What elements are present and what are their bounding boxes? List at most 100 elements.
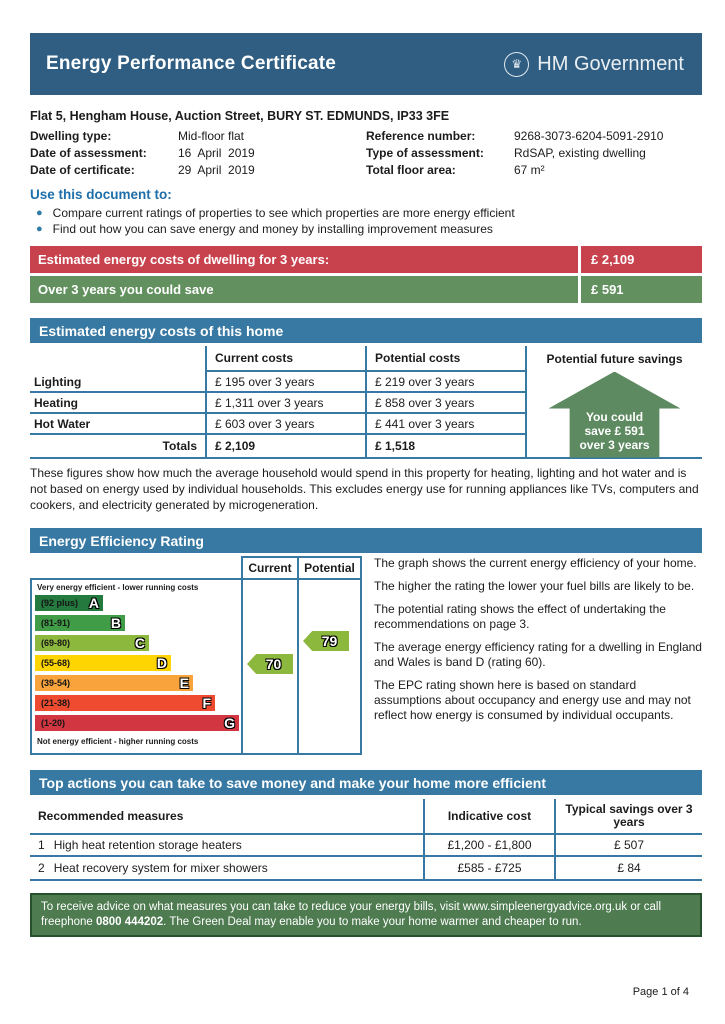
detail-value: 29 April 2019 (178, 163, 255, 177)
epc-band-row: (69-80) C (35, 635, 241, 655)
epc-band-c: (69-80) C (35, 635, 149, 651)
epc-band-range: (21-38) (41, 698, 71, 708)
actions-section-header: Top actions you can take to save money a… (30, 770, 702, 795)
savings-house-arrow-icon: You could save £ 591 over 3 years (548, 371, 681, 458)
epc-band-g: (1-20) G (35, 715, 239, 731)
detail-dwelling-type: Dwelling type: Mid-floor flat (30, 128, 366, 145)
detail-value: 16 April 2019 (178, 146, 255, 160)
bullet-item: ● Find out how you can save energy and mo… (30, 221, 702, 237)
epc-band-row: (81-91) B (35, 615, 241, 635)
detail-label: Reference number: (366, 129, 476, 143)
costs-section-header: Estimated energy costs of this home (30, 318, 702, 343)
action-row-number: 2 (38, 861, 45, 875)
epc-band-row: (55-68) D (35, 655, 241, 675)
epc-current-column: 70 (241, 580, 297, 753)
epc-band-e: (39-54) E (35, 675, 193, 691)
costs-col-potential: Potential costs (365, 346, 525, 372)
epc-paragraph: The average energy efficiency rating for… (374, 640, 702, 669)
costs-totals-label: Totals (162, 439, 197, 453)
action-row-measure-text: Heat recovery system for mixer showers (53, 861, 268, 875)
detail-date-certificate: Date of certificate: 29 April 2019 (30, 162, 366, 179)
action-row-cost: £585 - £725 (423, 857, 554, 879)
advice-text: . The Green Deal may enable you to make … (163, 916, 582, 928)
epc-col-current-header: Current (241, 556, 299, 578)
epc-band-graph: Very energy efficient - lower running co… (32, 580, 241, 753)
cost-banner: Estimated energy costs of dwelling for 3… (30, 246, 702, 273)
epc-band-a: (92 plus) A (35, 595, 103, 611)
actions-col-measures: Recommended measures (30, 799, 423, 835)
epc-chart-body: Very energy efficient - lower running co… (30, 578, 362, 755)
bullet-icon: ● (36, 223, 43, 235)
epc-band-d: (55-68) D (35, 655, 171, 671)
detail-value: 67 m² (514, 163, 545, 177)
page-number: Page 1 of 4 (632, 986, 689, 998)
epc-bottom-label: Not energy efficient - higher running co… (37, 737, 199, 746)
epc-band-letter: E (179, 675, 189, 691)
epc-bands: (92 plus) A (81-91) B (69-80) C (55-68) D (39-54… (35, 595, 241, 735)
action-row-measure: 2 Heat recovery system for mixer showers (30, 857, 423, 879)
epc-band-row: (1-20) G (35, 715, 241, 735)
epc-band-b: (81-91) B (35, 615, 125, 631)
detail-label: Dwelling type: (30, 129, 112, 143)
epc-header-spacer (30, 556, 241, 578)
detail-label: Type of assessment: (366, 146, 484, 160)
cost-banner-value: £ 2,109 (581, 246, 702, 273)
use-document-bullets: ● Compare current ratings of properties t… (30, 205, 702, 237)
epc-section-header: Energy Efficiency Rating (30, 528, 702, 553)
epc-band-f: (21-38) F (35, 695, 215, 711)
action-row-savings: £ 507 (554, 835, 702, 857)
advice-phone-number: 0800 444202 (96, 916, 164, 928)
use-document-heading: Use this document to: (30, 187, 172, 202)
action-row-savings: £ 84 (554, 857, 702, 879)
save-banner-value: £ 591 (581, 276, 702, 303)
epc-band-letter: B (110, 615, 121, 631)
action-row-number: 1 (38, 838, 45, 852)
hm-government-logo: ♛ HM Government (504, 51, 684, 77)
action-row-cost: £1,200 - £1,800 (423, 835, 554, 857)
epc-potential-column: 79 (297, 580, 360, 753)
costs-corner-cell (30, 346, 205, 372)
bullet-item: ● Compare current ratings of properties t… (30, 205, 702, 221)
detail-date-assessment: Date of assessment: 16 April 2019 (30, 145, 366, 162)
detail-value: Mid-floor flat (178, 129, 245, 143)
costs-row-current: £ 603 over 3 years (205, 414, 365, 435)
costs-row-current: £ 1,311 over 3 years (205, 393, 365, 414)
bullet-icon: ● (36, 207, 43, 219)
gov-logo-text: HM Government (537, 52, 684, 75)
costs-table: Current costs Potential costs Potential … (30, 346, 702, 459)
bullet-text: Compare current ratings of properties to… (52, 206, 515, 220)
epc-band-letter: F (202, 695, 211, 711)
costs-col-current: Current costs (205, 346, 365, 372)
epc-paragraph: The graph shows the current energy effic… (374, 556, 697, 570)
epc-band-letter: G (224, 715, 235, 731)
epc-rating-section: Current Potential Very energy efficient … (30, 556, 702, 755)
costs-totals-potential: £ 1,518 (365, 435, 525, 457)
costs-row-potential: £ 441 over 3 years (365, 414, 525, 435)
title-banner: Energy Performance Certificate ♛ HM Gove… (30, 33, 702, 95)
property-details: Dwelling type: Mid-floor flat Date of as… (30, 128, 702, 179)
cost-banner-label: Estimated energy costs of dwelling for 3… (30, 246, 578, 273)
costs-row-label: Lighting (30, 372, 205, 393)
epc-band-letter: D (156, 655, 167, 671)
detail-value: RdSAP, existing dwelling (514, 146, 646, 160)
epc-band-row: (39-54) E (35, 675, 241, 695)
page-title: Energy Performance Certificate (46, 53, 337, 74)
epc-band-range: (81-91) (41, 618, 71, 628)
actions-col-cost: Indicative cost (423, 799, 554, 835)
action-row-measure: 1 High heat retention storage heaters (30, 835, 423, 857)
potential-savings-cell: You could save £ 591 over 3 years (525, 371, 702, 458)
epc-band-letter: A (88, 595, 99, 611)
bullet-text: Find out how you can save energy and mon… (52, 222, 493, 236)
costs-row-potential: £ 858 over 3 years (365, 393, 525, 414)
costs-row-potential: £ 219 over 3 years (365, 372, 525, 393)
epc-paragraph: The EPC rating shown here is based on st… (374, 678, 691, 722)
detail-value: 9268-3073-6204-5091-2910 (514, 129, 664, 143)
royal-crest-icon: ♛ (504, 51, 530, 77)
actions-table: Recommended measures Indicative cost Typ… (30, 799, 702, 881)
epc-paragraph: The higher the rating the lower your fue… (374, 579, 695, 593)
epc-col-potential-header: Potential (299, 556, 362, 578)
epc-band-letter: C (134, 635, 145, 651)
epc-current-arrow: 70 (247, 654, 293, 674)
costs-footnote: These figures show how much the average … (30, 466, 699, 512)
